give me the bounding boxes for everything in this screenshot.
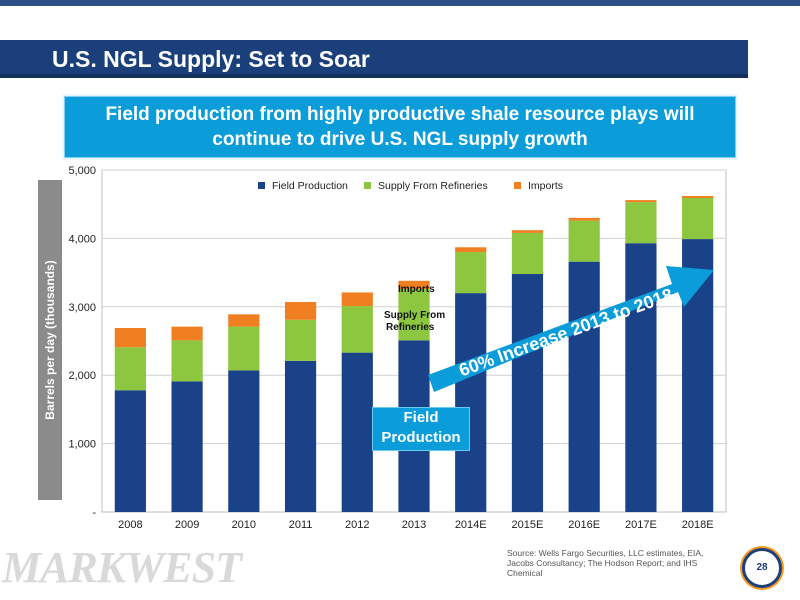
bar-imports	[682, 195, 714, 199]
bar-imports	[625, 200, 657, 203]
field-production-callout: Field Production	[372, 407, 470, 451]
bar-supply-from-refineries	[284, 319, 317, 361]
top-accent-bar	[0, 0, 800, 6]
bar-field-production	[284, 360, 317, 512]
y-tick-label: 3,000	[68, 302, 96, 314]
source-note: Source: Wells Fargo Securities, LLC esti…	[507, 548, 704, 578]
banner-line-1: Field production from highly productive …	[105, 104, 695, 125]
page-number-badge: 28	[742, 548, 782, 588]
x-tick-label: 2008	[118, 519, 142, 531]
slide-title: U.S. NGL Supply: Set to Soar	[52, 46, 370, 72]
bar-imports	[284, 302, 317, 320]
bars	[114, 195, 714, 513]
bar-supply-from-refineries	[398, 289, 430, 341]
x-tick-label: 2012	[345, 519, 369, 531]
y-tick-label: 5,000	[68, 165, 96, 177]
field-callout-line-2: Production	[381, 429, 461, 446]
top-band	[0, 0, 800, 38]
legend: Field Production Supply From Refineries Im…	[258, 180, 563, 192]
y-tick-label: 4,000	[68, 233, 96, 245]
y-tick-label: -	[92, 507, 96, 519]
logo-wordmark: MARKWEST	[1, 543, 244, 588]
bar-supply-from-refineries	[171, 340, 203, 382]
bar-supply-from-refineries	[682, 198, 714, 240]
legend-swatch	[364, 182, 371, 189]
field-callout-line-1: Field	[403, 409, 439, 426]
banner-line-2: continue to drive U.S. NGL supply growth	[212, 129, 588, 150]
x-tick-label: 2017E	[625, 519, 657, 531]
x-tick-label: 2009	[175, 519, 199, 531]
bar-field-production	[171, 381, 203, 512]
bar-supply-from-refineries	[455, 252, 487, 294]
x-tick-label: 2014E	[455, 519, 487, 531]
bar-imports	[114, 328, 146, 348]
headline-banner: Field production from highly productive …	[64, 96, 736, 158]
legend-swatch	[258, 182, 265, 189]
markwest-logo: MARKWEST	[1, 543, 245, 588]
bar-field-production	[625, 243, 657, 513]
bar-supply-from-refineries	[114, 347, 146, 391]
x-tick-labels: 2008 2009 2010 2011 2012 2013 2014E 2015E 2016E 2…	[118, 519, 713, 531]
refineries-callout-line-1: Supply From	[384, 310, 445, 321]
refineries-callout-line-2: Refineries	[386, 322, 435, 333]
bar-supply-from-refineries	[341, 306, 373, 353]
x-tick-label: 2016E	[568, 519, 600, 531]
bar-field-production	[114, 390, 146, 512]
legend-swatch	[514, 182, 521, 189]
legend-label: Imports	[528, 180, 563, 192]
bar-supply-from-refineries	[625, 202, 657, 244]
bar-imports	[398, 280, 430, 290]
bar-imports	[568, 217, 600, 221]
bar-imports	[455, 247, 487, 253]
bar-supply-from-refineries	[511, 232, 544, 274]
x-tick-label: 2015E	[512, 519, 544, 531]
x-tick-label: 2013	[402, 519, 426, 531]
bar-imports	[511, 230, 544, 233]
imports-callout: Imports	[398, 284, 435, 295]
bar-supply-from-refineries	[568, 220, 600, 262]
x-tick-label: 2011	[289, 519, 313, 531]
bar-field-production	[511, 273, 544, 512]
x-tick-label: 2018E	[682, 519, 714, 531]
y-axis-label-box: Barrels per day (thousands)	[38, 180, 62, 500]
bar-field-production	[568, 261, 600, 512]
bar-imports	[228, 314, 260, 327]
title-bar-shadow	[0, 74, 748, 78]
y-tick-label: 2,000	[68, 370, 96, 382]
title-bar: U.S. NGL Supply: Set to Soar	[0, 40, 748, 78]
bar-supply-from-refineries	[228, 326, 260, 371]
y-tick-label: 1,000	[68, 439, 96, 451]
legend-label: Field Production	[272, 180, 348, 192]
bar-field-production	[228, 370, 260, 512]
bar-imports	[341, 292, 373, 307]
legend-label: Supply From Refineries	[378, 180, 488, 192]
growth-arrow	[428, 266, 714, 392]
bar-imports	[171, 326, 203, 341]
bar-field-production	[455, 293, 487, 512]
y-tick-labels: - 1,000 2,000 3,000 4,000 5,000	[68, 165, 96, 519]
x-tick-label: 2010	[232, 519, 256, 531]
bar-field-production	[341, 352, 373, 512]
